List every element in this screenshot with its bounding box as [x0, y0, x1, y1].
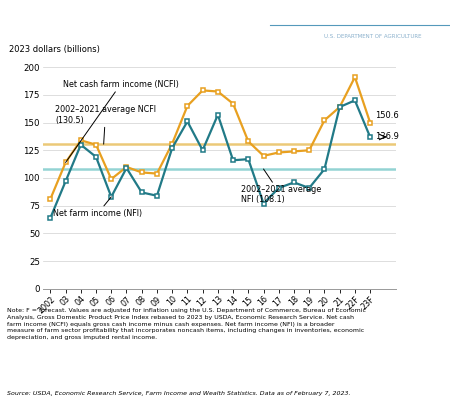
Text: 2023 dollars (billions): 2023 dollars (billions)	[9, 45, 100, 54]
Text: 150.6: 150.6	[375, 111, 399, 120]
Text: U.S. net farm income and net cash farm: U.S. net farm income and net cash farm	[9, 19, 253, 28]
Text: U.S. DEPARTMENT OF AGRICULTURE: U.S. DEPARTMENT OF AGRICULTURE	[324, 34, 422, 39]
Text: Net farm income (NFI): Net farm income (NFI)	[54, 197, 143, 218]
Text: USDA: USDA	[270, 8, 309, 21]
Text: 2002–2021 average
NFI (108.1): 2002–2021 average NFI (108.1)	[241, 169, 321, 204]
Text: Source: USDA, Economic Research Service, Farm Income and Wealth Statistics. Data: Source: USDA, Economic Research Service,…	[7, 391, 350, 396]
Text: Economic Research Service: Economic Research Service	[324, 10, 442, 19]
Text: 2002–2021 average NCFI
(130.5): 2002–2021 average NCFI (130.5)	[55, 105, 156, 144]
Text: income, inflation-adjusted, 2002–23F: income, inflation-adjusted, 2002–23F	[9, 37, 236, 48]
Text: 136.9: 136.9	[375, 133, 399, 141]
Text: Note: F = forecast. Values are adjusted for inflation using the U.S. Department : Note: F = forecast. Values are adjusted …	[7, 308, 366, 340]
Text: Net cash farm income (NCFI): Net cash farm income (NCFI)	[63, 80, 178, 162]
